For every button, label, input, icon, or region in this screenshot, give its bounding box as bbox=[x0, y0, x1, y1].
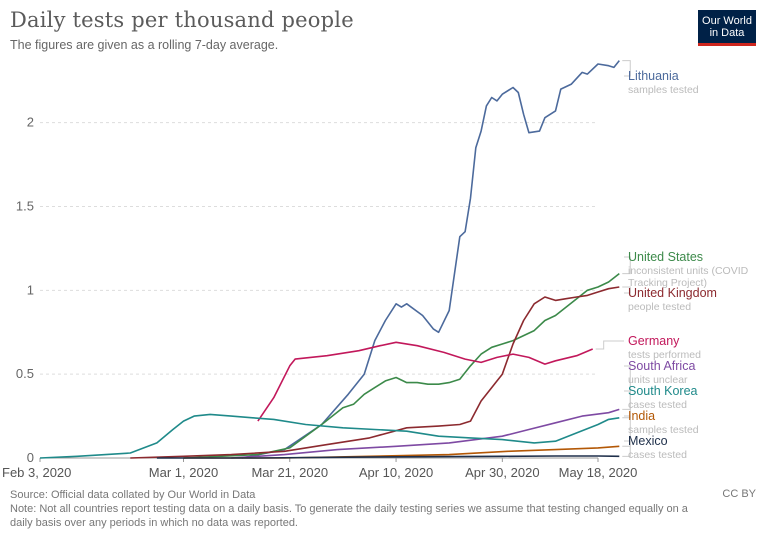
logo-line-2: in Data bbox=[709, 27, 745, 39]
source-note: Source: Official data collated by Our Wo… bbox=[10, 489, 256, 501]
series-label: Lithuania bbox=[628, 69, 679, 83]
series-line-lithuania bbox=[241, 60, 620, 459]
label-connector bbox=[622, 365, 631, 410]
x-tick-label: Apr 10, 2020 bbox=[359, 465, 433, 480]
series-note: inconsistent units (COVID bbox=[628, 265, 749, 277]
series-line-united-kingdom bbox=[130, 286, 620, 459]
y-tick-label: 0 bbox=[27, 450, 34, 465]
series-note: units unclear bbox=[628, 374, 688, 386]
series-note: cases tested bbox=[628, 449, 687, 461]
series-label: United States bbox=[628, 250, 703, 264]
x-tick-label: Mar 1, 2020 bbox=[149, 465, 218, 480]
series-line-mexico bbox=[156, 455, 620, 459]
chart-footer: Source: Official data collated by Our Wo… bbox=[10, 488, 758, 530]
series-line-united-states bbox=[183, 272, 620, 459]
chart-subtitle: The figures are given as a rolling 7-day… bbox=[10, 38, 279, 52]
label-connector bbox=[622, 60, 631, 77]
series-label: South Africa bbox=[628, 359, 695, 373]
license-link[interactable]: CC BY bbox=[722, 488, 756, 500]
series-note: samples tested bbox=[628, 424, 699, 436]
label-connector bbox=[622, 390, 631, 419]
y-tick-labels: 0 0.5 1 1.5 2 bbox=[16, 115, 34, 465]
label-connector bbox=[622, 440, 631, 457]
y-gridlines bbox=[40, 122, 598, 459]
y-tick-label: 2 bbox=[27, 115, 34, 130]
label-connector bbox=[622, 256, 631, 275]
label-connector bbox=[595, 340, 624, 350]
series-label: Mexico bbox=[628, 434, 668, 448]
label-connector bbox=[622, 415, 631, 447]
series-note: Tracking Project) bbox=[628, 277, 707, 289]
line-chart: 0 0.5 1 1.5 2 Feb 3, 2020 Mar 1, 2020 Mar 21, … bbox=[2, 60, 749, 480]
series-label: South Korea bbox=[628, 384, 698, 398]
x-tick-label: Feb 3, 2020 bbox=[2, 465, 71, 480]
methodology-note: Note: Not all countries report testing d… bbox=[10, 503, 688, 529]
y-tick-label: 0.5 bbox=[16, 366, 34, 381]
owid-logo[interactable]: Our World in Data bbox=[698, 10, 756, 46]
x-tick-labels: Feb 3, 2020 Mar 1, 2020 Mar 21, 2020 Apr 10… bbox=[2, 458, 637, 480]
x-tick-label: Mar 21, 2020 bbox=[251, 465, 328, 480]
series-line-south-africa bbox=[231, 408, 620, 459]
x-tick-label: Apr 30, 2020 bbox=[465, 465, 539, 480]
logo-line-1: Our World bbox=[702, 15, 752, 27]
y-tick-label: 1.5 bbox=[16, 199, 34, 214]
series-label: Germany bbox=[628, 334, 680, 348]
label-connector bbox=[622, 286, 631, 294]
series-note: samples tested bbox=[628, 84, 699, 96]
series-label: India bbox=[628, 409, 655, 423]
chart-title: Daily tests per thousand people bbox=[10, 8, 354, 32]
x-tick-label: May 18, 2020 bbox=[559, 465, 638, 480]
series-lines bbox=[39, 60, 620, 459]
series-line-germany bbox=[257, 341, 594, 422]
series-label: United Kingdom bbox=[628, 286, 717, 300]
series-line-south-korea bbox=[39, 413, 620, 459]
series-note: tests performed bbox=[628, 349, 701, 361]
series-note: cases tested bbox=[628, 399, 687, 411]
y-tick-label: 1 bbox=[27, 282, 34, 297]
series-note: people tested bbox=[628, 301, 691, 313]
